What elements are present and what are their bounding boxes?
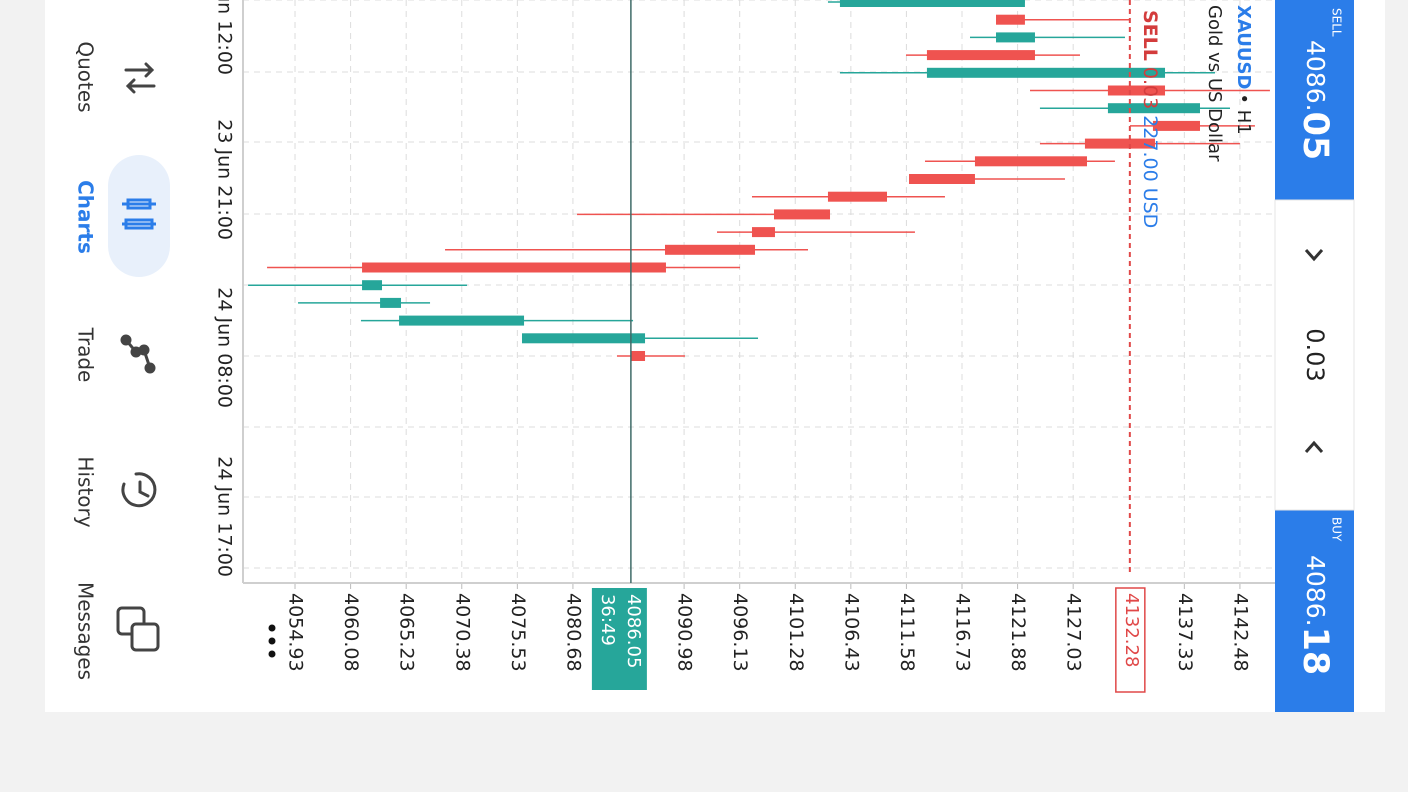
candle-body xyxy=(909,174,975,184)
buy-price: 4086.18 xyxy=(1295,555,1335,675)
sell-price-part: 4086. xyxy=(1301,40,1330,112)
time-label: 23 Jun 12:00 xyxy=(214,0,236,75)
candle-body xyxy=(926,67,1166,78)
quotes-icon[interactable] xyxy=(124,62,156,94)
symbol-title: XAUUSD • H1 xyxy=(1233,5,1254,135)
time-label: 23 Jun 21:00 xyxy=(214,119,236,240)
time-label: 24 Jun 08:00 xyxy=(214,287,236,408)
timeframe: • H1 xyxy=(1233,93,1254,134)
nav-label[interactable]: Quotes xyxy=(74,41,98,112)
lot-value: 0.03 xyxy=(1301,328,1329,381)
current-price-label: 4086.05 xyxy=(623,594,644,668)
lot-panel xyxy=(1274,199,1355,511)
sell-label: SELL xyxy=(1330,8,1344,37)
price-tick-label: 4127.03 xyxy=(1063,593,1085,672)
candle-body xyxy=(1107,85,1166,96)
candle-body xyxy=(827,191,888,202)
price-tick-label: 4065.23 xyxy=(396,593,418,672)
more-menu[interactable] xyxy=(268,624,276,658)
nav-label[interactable]: Charts xyxy=(74,180,98,254)
candle-body xyxy=(996,32,1035,43)
charts-highlight[interactable] xyxy=(108,155,170,277)
time-label: 24 Jun 17:00 xyxy=(214,456,236,577)
candle-body xyxy=(974,156,1087,167)
candle-body xyxy=(774,209,831,220)
sell-button[interactable] xyxy=(1275,0,1354,200)
order-side: SELL xyxy=(1139,10,1161,61)
candle-body xyxy=(1084,138,1155,149)
order-price-box xyxy=(1115,587,1146,693)
price-tick-label: 4137.33 xyxy=(1174,593,1196,672)
sell-price-part: 05 xyxy=(1295,112,1335,161)
price-tick-label: 4121.88 xyxy=(1007,593,1029,672)
sell-price: 4086.05 xyxy=(1295,40,1335,160)
nav-label[interactable]: Trade xyxy=(74,327,98,383)
current-price-box xyxy=(591,588,647,690)
candle-body xyxy=(380,297,402,308)
candle-body xyxy=(362,262,666,273)
nav-label[interactable]: History xyxy=(74,456,98,527)
candle-body xyxy=(751,227,775,238)
price-tick-label: 4101.28 xyxy=(785,593,807,672)
price-tick-label: 4090.98 xyxy=(674,593,696,672)
price-tick-label: 4060.08 xyxy=(340,593,362,672)
messages-icon[interactable] xyxy=(116,606,160,652)
order-profit: 227.00 USD xyxy=(1139,115,1161,228)
price-tick-label: 4096.13 xyxy=(729,593,751,672)
candle-body xyxy=(1152,120,1200,131)
symbol: XAUUSD xyxy=(1233,5,1254,89)
price-tick-label: 4111.58 xyxy=(896,593,918,672)
candle-body xyxy=(630,351,646,361)
buy-button[interactable] xyxy=(1275,510,1354,712)
candle-body xyxy=(926,50,1035,61)
price-tick-label: 4080.68 xyxy=(562,593,584,672)
order-volume: 0.03 xyxy=(1139,67,1161,109)
buy-price-part: 4086. xyxy=(1301,555,1330,627)
nav-label[interactable]: Messages xyxy=(74,582,98,680)
candle-body xyxy=(996,14,1025,25)
countdown-label: 36:49 xyxy=(597,594,618,646)
candle-body xyxy=(362,280,383,291)
trade-icon[interactable] xyxy=(120,334,156,374)
order-price-label: 4132.28 xyxy=(1121,593,1142,667)
increase-lot[interactable] xyxy=(1304,440,1324,453)
candle-body xyxy=(521,333,646,344)
history-icon[interactable] xyxy=(121,472,157,508)
charts-icon[interactable] xyxy=(122,198,156,230)
order-label: SELL 0.03 227.00 USD xyxy=(1139,10,1161,228)
candle-body xyxy=(839,0,1025,7)
price-tick-label: 4070.38 xyxy=(451,593,473,672)
price-tick-label: 4116.73 xyxy=(952,593,974,672)
candle-body xyxy=(399,315,525,326)
decrease-lot[interactable] xyxy=(1304,249,1324,262)
symbol-description: Gold vs US Dollar xyxy=(1204,5,1225,162)
buy-label: BUY xyxy=(1330,517,1344,542)
price-tick-label: 4106.43 xyxy=(840,593,862,672)
buy-price-part: 18 xyxy=(1295,627,1335,676)
price-tick-label: 4075.53 xyxy=(507,593,529,672)
price-tick-label: 4142.48 xyxy=(1229,593,1251,672)
price-tick-label: 4054.93 xyxy=(285,593,307,672)
candle-body xyxy=(1107,103,1200,114)
candle-body xyxy=(664,244,756,255)
